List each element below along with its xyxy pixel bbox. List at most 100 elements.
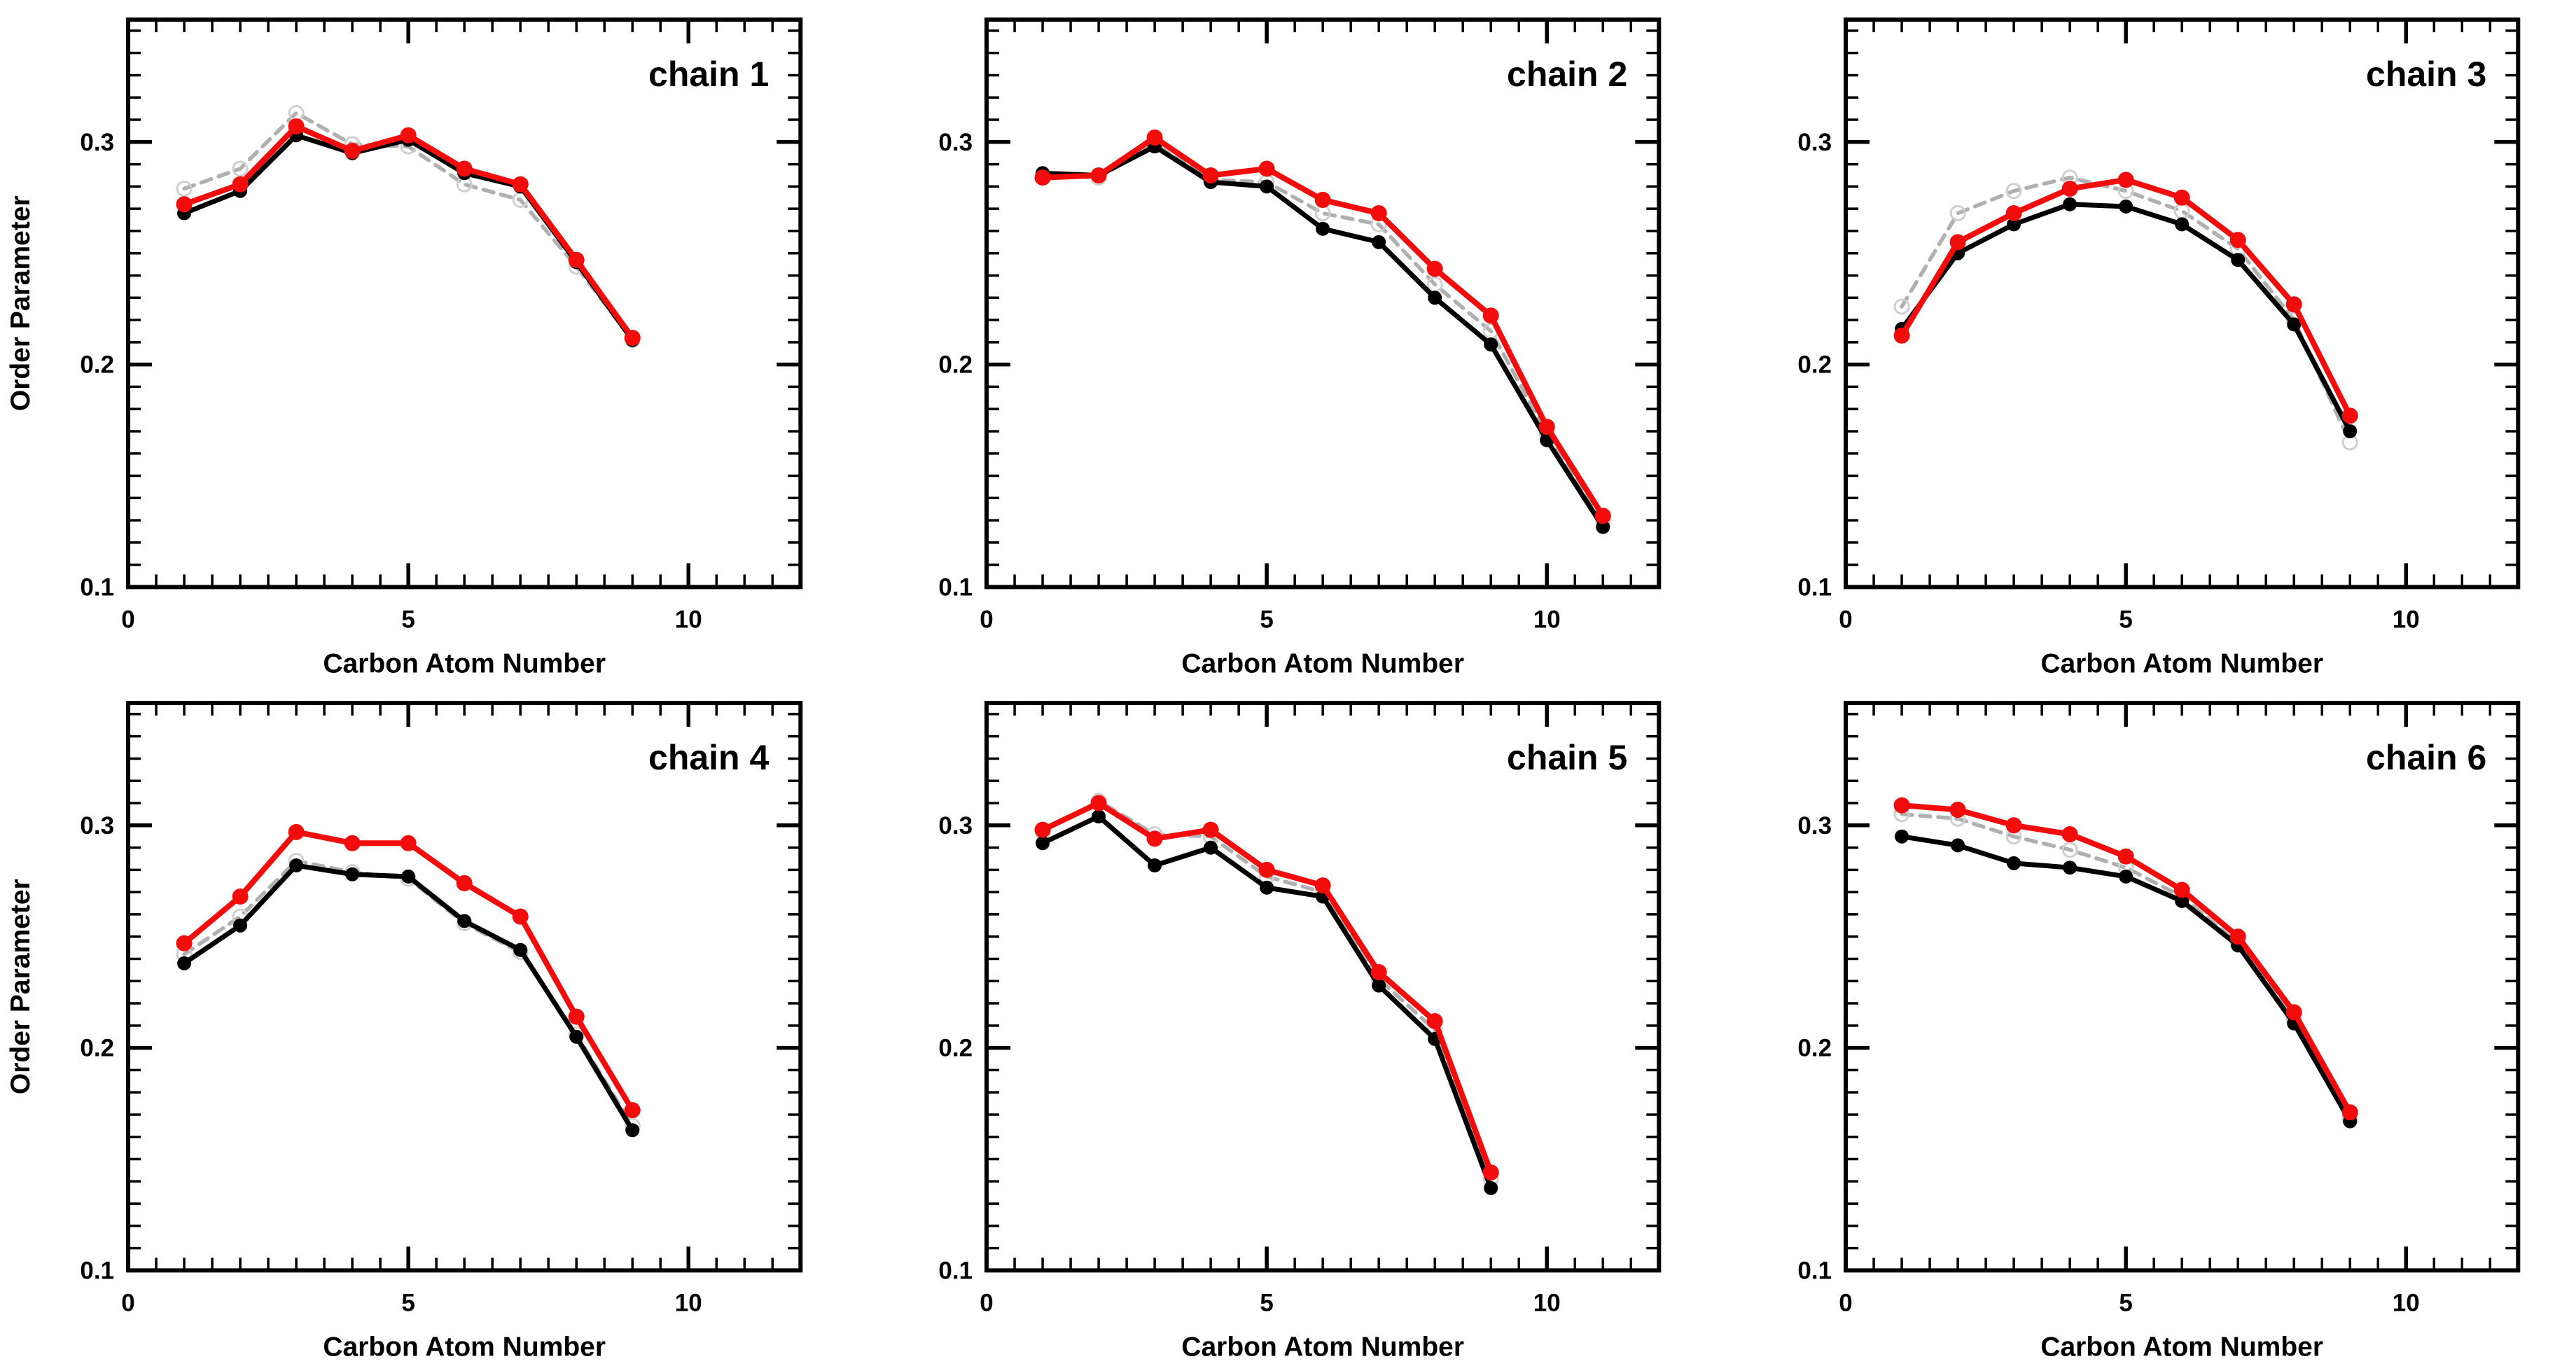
x-tick-label: 0 bbox=[121, 606, 134, 633]
chart-panel-chain-1: 0.1 0.2 0.3 0 5 10 chain 1 Carbon Atom Number Or… bbox=[0, 0, 858, 683]
black-solid-marker bbox=[1260, 880, 1274, 895]
black-solid-marker bbox=[345, 867, 360, 881]
chart-panel-chain-3: 0.1 0.2 0.3 0 5 10 chain 3 Carbon Atom Number bbox=[1718, 0, 2576, 683]
red-solid-marker bbox=[232, 176, 249, 193]
gray-dashed-line bbox=[182, 111, 634, 342]
y-tick-label: 0.3 bbox=[939, 129, 973, 156]
red-solid-marker bbox=[2341, 1103, 2358, 1120]
gray-open-marker bbox=[176, 181, 193, 197]
black-solid-marker bbox=[1484, 1180, 1498, 1195]
red-solid-marker bbox=[1034, 821, 1051, 838]
black-solid-marker bbox=[2062, 197, 2077, 211]
chart-svg-chain-5: 0.1 0.2 0.3 0 5 10 chain 5 Carbon Atom Number bbox=[939, 700, 1662, 1362]
black-solid-marker bbox=[1372, 978, 1386, 993]
x-tick-label: 0 bbox=[980, 606, 994, 633]
red-solid-marker bbox=[344, 835, 361, 851]
plot-border bbox=[126, 700, 803, 1272]
x-axis-label: Carbon Atom Number bbox=[1182, 1332, 1465, 1362]
red-solid-marker bbox=[1893, 797, 1910, 814]
red-solid-line bbox=[1898, 176, 2353, 419]
x-tick-label: 5 bbox=[1260, 606, 1274, 633]
plot-border bbox=[984, 18, 1662, 590]
red-solid-marker bbox=[1202, 167, 1219, 183]
red-solid-marker bbox=[1315, 191, 1332, 208]
red-solid-marker bbox=[624, 1101, 641, 1118]
chart-panel-chain-2: 0.1 0.2 0.3 0 5 10 chain 2 Carbon Atom Number bbox=[858, 0, 1717, 683]
red-solid-marker bbox=[1258, 861, 1275, 878]
plot-border bbox=[984, 700, 1662, 1272]
black-solid-marker bbox=[1204, 840, 1218, 855]
black-solid-marker bbox=[2118, 199, 2133, 214]
red-solid-marker bbox=[568, 1008, 585, 1025]
x-tick-label: 5 bbox=[401, 606, 415, 633]
y-tick-label: 0.3 bbox=[939, 811, 973, 839]
black-solid-marker bbox=[2062, 860, 2077, 874]
red-solid-marker bbox=[2117, 172, 2134, 188]
y-tick-label: 0.1 bbox=[1797, 1257, 1832, 1284]
x-axis-label: Carbon Atom Number bbox=[323, 1332, 606, 1362]
red-solid-marker bbox=[1949, 801, 1966, 818]
chart-panel-chain-4: 0.1 0.2 0.3 0 5 10 chain 4 Carbon Atom Number Or… bbox=[0, 683, 858, 1366]
red-solid-marker bbox=[1090, 167, 1107, 183]
red-solid-marker bbox=[1949, 234, 1966, 251]
red-solid-marker bbox=[2061, 825, 2078, 842]
gray-dashed-line bbox=[1040, 798, 1494, 1181]
red-solid-marker bbox=[2229, 928, 2246, 945]
red-solid-marker bbox=[568, 251, 585, 268]
gray-dashed-line bbox=[1899, 175, 2352, 445]
y-tick-label: 0.3 bbox=[80, 811, 114, 839]
black-solid-marker bbox=[1316, 221, 1330, 236]
red-solid-marker bbox=[400, 127, 417, 144]
red-solid-marker bbox=[2173, 881, 2190, 898]
x-tick-label: 0 bbox=[1839, 606, 1852, 633]
x-tick-label: 10 bbox=[1533, 1289, 1561, 1316]
black-solid-marker bbox=[1484, 337, 1498, 352]
black-solid-marker bbox=[1428, 291, 1442, 305]
red-solid-marker bbox=[1315, 877, 1332, 893]
black-solid-marker bbox=[1596, 520, 1610, 534]
red-solid-marker bbox=[344, 143, 361, 160]
y-tick-label: 0.3 bbox=[1797, 129, 1832, 156]
red-solid-marker bbox=[2005, 205, 2022, 222]
red-solid-marker bbox=[1539, 419, 1556, 435]
chart-svg-chain-1: 0.1 0.2 0.3 0 5 10 chain 1 Carbon Atom Number Or… bbox=[6, 18, 803, 678]
gray-open-marker bbox=[2173, 202, 2190, 219]
black-solid-marker bbox=[513, 942, 528, 957]
black-solid-marker bbox=[2174, 893, 2189, 908]
black-solid-marker bbox=[1950, 837, 1965, 852]
x-axis-label: Carbon Atom Number bbox=[2040, 648, 2323, 678]
black-solid-marker bbox=[1148, 858, 1162, 872]
x-tick-label: 10 bbox=[675, 606, 702, 633]
plot-border bbox=[1843, 700, 2520, 1272]
y-tick-label: 0.2 bbox=[1797, 351, 1832, 379]
axis-ticks bbox=[987, 702, 1659, 1270]
red-solid-marker bbox=[2285, 1003, 2302, 1020]
red-solid-marker bbox=[1595, 508, 1612, 524]
red-solid-marker bbox=[400, 835, 417, 851]
red-solid-marker bbox=[512, 908, 529, 925]
red-solid-marker bbox=[456, 160, 473, 177]
black-solid-marker bbox=[2174, 217, 2189, 232]
x-tick-label: 5 bbox=[2119, 606, 2132, 633]
chart-panel-chain-5: 0.1 0.2 0.3 0 5 10 chain 5 Carbon Atom Number bbox=[858, 683, 1717, 1366]
x-axis-label: Carbon Atom Number bbox=[1182, 648, 1465, 678]
x-tick-label: 0 bbox=[980, 1289, 994, 1316]
axis-ticks bbox=[987, 20, 1659, 587]
red-solid-marker bbox=[512, 176, 529, 193]
plot-border bbox=[1843, 18, 2520, 590]
plot-border bbox=[126, 18, 803, 590]
black-solid-marker bbox=[2006, 217, 2021, 232]
black-solid-marker bbox=[233, 918, 248, 933]
red-solid-series bbox=[1893, 172, 2358, 424]
red-solid-marker bbox=[624, 329, 641, 346]
y-tick-label: 0.2 bbox=[80, 351, 114, 379]
red-solid-marker bbox=[1371, 205, 1388, 222]
gray-open-marker bbox=[1949, 205, 1966, 222]
red-solid-series bbox=[176, 118, 641, 346]
red-solid-marker bbox=[232, 888, 249, 905]
panel-title: chain 1 bbox=[648, 55, 769, 94]
red-solid-series bbox=[1893, 797, 2358, 1120]
black-solid-marker bbox=[1036, 835, 1050, 850]
panel-title: chain 3 bbox=[2366, 55, 2486, 94]
